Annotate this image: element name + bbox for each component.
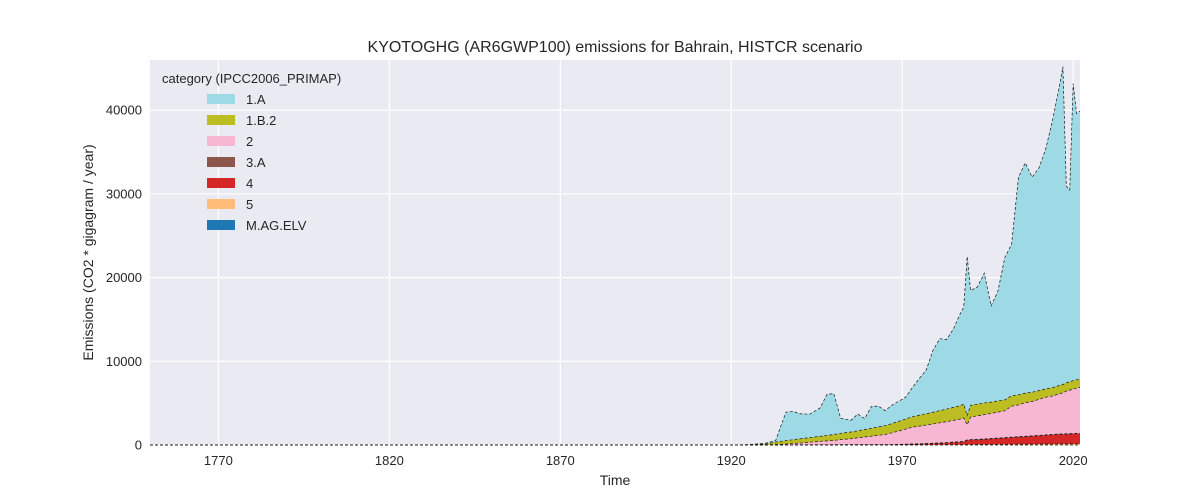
outline-1-a xyxy=(150,66,1081,446)
y-tick-label: 40000 xyxy=(106,103,142,118)
legend-label: 1.A xyxy=(246,92,266,107)
x-tick-label: 1870 xyxy=(546,453,575,468)
x-tick-label: 1770 xyxy=(204,453,233,468)
x-tick-label: 1970 xyxy=(888,453,917,468)
legend-swatch xyxy=(207,136,235,146)
y-axis-label: Emissions (CO2 * gigagram / year) xyxy=(80,144,96,360)
x-tick-label: 1820 xyxy=(375,453,404,468)
outline-1-b-2 xyxy=(150,378,1081,446)
outline-2 xyxy=(150,386,1081,446)
legend-label: 5 xyxy=(246,197,253,212)
legend-swatch xyxy=(207,178,235,188)
area-4 xyxy=(150,433,1080,445)
legend: category (IPCC2006_PRIMAP) 1.A 1.B.2 2 3.A 4… xyxy=(162,71,341,233)
chart-title: KYOTOGHG (AR6GWP100) emissions for Bahra… xyxy=(368,39,863,56)
legend-swatch xyxy=(207,220,235,230)
legend-swatch xyxy=(207,157,235,167)
y-tick-label: 10000 xyxy=(106,354,142,369)
legend-title: category (IPCC2006_PRIMAP) xyxy=(162,71,341,86)
y-tick-label: 20000 xyxy=(106,270,142,285)
legend-label: 2 xyxy=(246,134,253,149)
y-tick-label: 0 xyxy=(135,438,142,453)
series-outlines xyxy=(150,66,1081,446)
x-tick-label: 1920 xyxy=(717,453,746,468)
legend-label: 1.B.2 xyxy=(246,113,276,128)
y-axis-ticks: 0 10000 20000 30000 40000 xyxy=(106,103,142,453)
x-tick-label: 2020 xyxy=(1059,453,1088,468)
legend-swatch xyxy=(207,199,235,209)
legend-label: 3.A xyxy=(246,155,266,170)
legend-swatch xyxy=(207,115,235,125)
y-tick-label: 30000 xyxy=(106,186,142,201)
x-axis-label: Time xyxy=(600,472,631,488)
outline-3-a xyxy=(150,432,1081,446)
x-axis-ticks: 1770 1820 1870 1920 1970 2020 xyxy=(204,453,1088,468)
legend-swatch xyxy=(207,94,235,104)
legend-label: M.AG.ELV xyxy=(246,218,307,233)
legend-label: 4 xyxy=(246,176,253,191)
